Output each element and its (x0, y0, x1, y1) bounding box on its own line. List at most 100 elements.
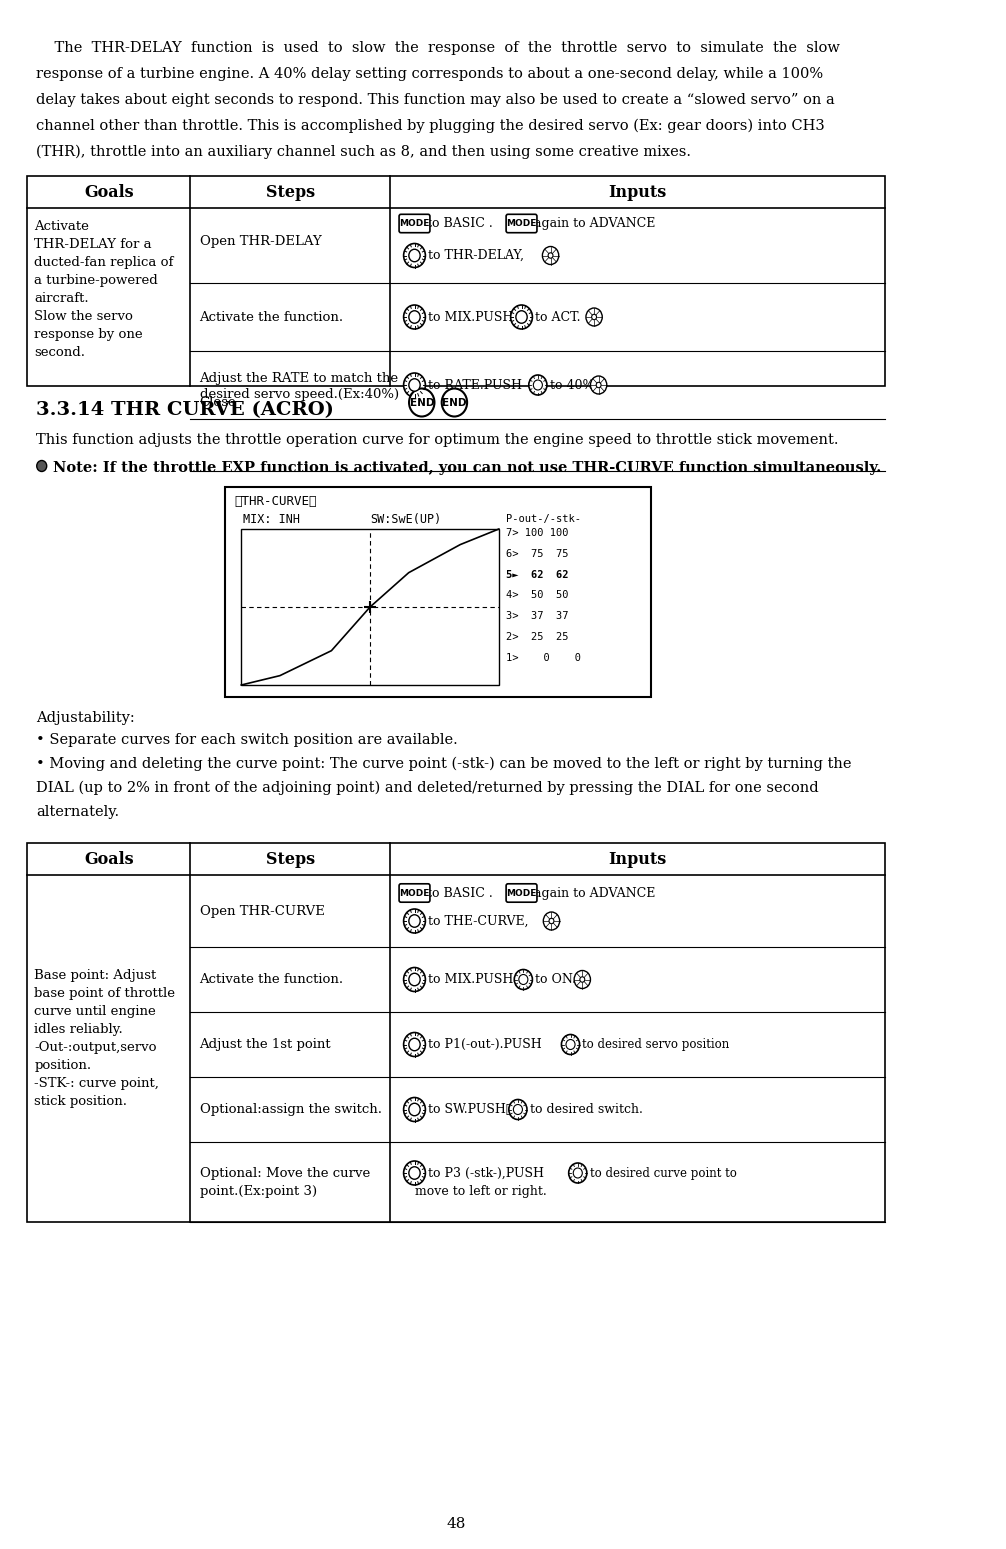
FancyBboxPatch shape (506, 214, 537, 232)
Circle shape (529, 375, 547, 395)
Text: Activate the function.: Activate the function. (199, 973, 344, 987)
Text: Goals: Goals (85, 850, 134, 867)
Text: • Separate curves for each switch position are available.: • Separate curves for each switch positi… (36, 733, 458, 747)
Text: • Moving and deleting the curve point: The curve point (-stk-) can be moved to t: • Moving and deleting the curve point: T… (36, 757, 852, 771)
Circle shape (408, 380, 421, 392)
Text: 1>    0    0: 1> 0 0 (506, 652, 581, 663)
Circle shape (403, 909, 426, 932)
Text: Goals: Goals (85, 183, 134, 200)
Circle shape (592, 314, 597, 319)
FancyBboxPatch shape (506, 884, 537, 902)
Circle shape (409, 389, 435, 417)
Text: delay takes about eight seconds to respond. This function may also be used to cr: delay takes about eight seconds to respo… (36, 93, 835, 107)
Text: Activate the function.: Activate the function. (199, 310, 344, 324)
Circle shape (561, 1035, 579, 1055)
Text: END: END (443, 398, 467, 407)
Circle shape (403, 968, 426, 991)
Text: Inputs: Inputs (609, 850, 667, 867)
Text: to MIX.PUSH: to MIX.PUSH (429, 973, 513, 987)
Bar (27, 843, 885, 1222)
Circle shape (573, 1168, 582, 1177)
Bar (225, 486, 651, 697)
Circle shape (533, 380, 542, 390)
Text: Open THR-DELAY: Open THR-DELAY (199, 235, 321, 248)
Text: to SW.PUSH，: to SW.PUSH， (429, 1103, 513, 1115)
Text: to THR-DELAY,: to THR-DELAY, (429, 249, 524, 262)
Text: 4>  50  50: 4> 50 50 (506, 590, 568, 601)
Text: Adjustability:: Adjustability: (36, 711, 135, 725)
Circle shape (408, 1038, 421, 1050)
Text: to P3 (-stk-),PUSH: to P3 (-stk-),PUSH (429, 1166, 544, 1179)
Text: Activate
THR-DELAY for a
ducted-fan replica of
a turbine-powered
aircraft.
Slow : Activate THR-DELAY for a ducted-fan repl… (34, 220, 174, 358)
Text: Inputs: Inputs (609, 183, 667, 200)
Text: to desired switch.: to desired switch. (530, 1103, 643, 1115)
Text: to BASIC .: to BASIC . (428, 886, 493, 900)
Circle shape (516, 311, 527, 324)
Text: The  THR-DELAY  function  is  used  to  slow  the  response  of  the  throttle  : The THR-DELAY function is used to slow t… (36, 40, 840, 56)
Circle shape (579, 977, 584, 982)
Circle shape (509, 1100, 527, 1120)
Text: response of a turbine engine. A 40% delay setting corresponds to about a one-sec: response of a turbine engine. A 40% dela… (36, 67, 823, 81)
Text: 5►  62  62: 5► 62 62 (506, 570, 568, 579)
Text: point.(Ex:point 3): point.(Ex:point 3) (199, 1185, 317, 1197)
Text: Adjust the 1st point: Adjust the 1st point (199, 1038, 331, 1052)
Circle shape (408, 1166, 421, 1179)
Text: MIX: INH: MIX: INH (243, 513, 300, 527)
Text: END: END (409, 398, 434, 407)
Circle shape (408, 973, 421, 985)
Text: P-out-/-stk-: P-out-/-stk- (506, 514, 581, 524)
Text: Open THR-CURVE: Open THR-CURVE (199, 905, 324, 917)
Text: MODE: MODE (399, 218, 430, 228)
Text: to BASIC .: to BASIC . (428, 217, 493, 229)
Text: 7> 100 100: 7> 100 100 (506, 528, 568, 538)
Circle shape (566, 1039, 575, 1050)
Text: 48: 48 (447, 1516, 466, 1530)
Text: to 40%: to 40% (549, 378, 595, 392)
Text: to ON.: to ON. (535, 973, 576, 987)
FancyBboxPatch shape (399, 214, 430, 232)
Text: to ACT.: to ACT. (535, 310, 580, 324)
Circle shape (403, 1162, 426, 1185)
Text: Steps: Steps (266, 850, 315, 867)
Text: to MIX.PUSH.: to MIX.PUSH. (429, 310, 517, 324)
Text: MODE: MODE (399, 889, 430, 897)
Circle shape (408, 311, 421, 324)
Circle shape (403, 1033, 426, 1056)
Circle shape (37, 460, 46, 471)
Circle shape (585, 308, 603, 325)
Text: Adjust the RATE to match the: Adjust the RATE to match the (199, 372, 398, 384)
Text: Note: If the throttle EXP function is activated, you can not use THR-CURVE funct: Note: If the throttle EXP function is ac… (52, 462, 881, 476)
Text: Optional:assign the switch.: Optional:assign the switch. (199, 1103, 381, 1115)
Text: Close: Close (199, 397, 236, 409)
Text: Optional: Move the curve: Optional: Move the curve (199, 1166, 370, 1179)
FancyBboxPatch shape (399, 884, 430, 902)
Text: 3.3.14 THR CURVE (ACRO): 3.3.14 THR CURVE (ACRO) (36, 401, 334, 418)
Bar (241, 530, 499, 685)
Text: channel other than throttle. This is accomplished by plugging the desired servo : channel other than throttle. This is acc… (36, 119, 825, 133)
Circle shape (403, 1098, 426, 1121)
Circle shape (548, 252, 553, 259)
Text: 【THR-CURVE】: 【THR-CURVE】 (234, 496, 317, 508)
Text: This function adjusts the throttle operation curve for optimum the engine speed : This function adjusts the throttle opera… (36, 434, 839, 448)
Text: Steps: Steps (266, 183, 315, 200)
Text: to RATE.PUSH: to RATE.PUSH (429, 378, 522, 392)
Circle shape (403, 305, 426, 328)
Circle shape (403, 373, 426, 397)
Text: to desired curve point to: to desired curve point to (590, 1166, 736, 1179)
Circle shape (543, 912, 559, 929)
Bar (27, 177, 885, 386)
Circle shape (514, 970, 532, 990)
Text: (THR), throttle into an auxiliary channel such as 8, and then using some creativ: (THR), throttle into an auxiliary channe… (36, 146, 691, 160)
Circle shape (568, 1163, 586, 1183)
Text: again to ADVANCE: again to ADVANCE (534, 886, 656, 900)
Circle shape (442, 389, 467, 417)
Text: Base point: Adjust
base point of throttle
curve until engine
idles reliably.
-Ou: Base point: Adjust base point of throttl… (34, 970, 175, 1108)
Text: 2>  25  25: 2> 25 25 (506, 632, 568, 641)
Text: SW:SwE(UP): SW:SwE(UP) (370, 513, 442, 527)
Text: to THE-CURVE,: to THE-CURVE, (429, 914, 528, 928)
Circle shape (513, 1104, 522, 1114)
Circle shape (542, 246, 558, 265)
Circle shape (549, 919, 554, 923)
Circle shape (574, 971, 591, 988)
Text: MODE: MODE (506, 218, 537, 228)
